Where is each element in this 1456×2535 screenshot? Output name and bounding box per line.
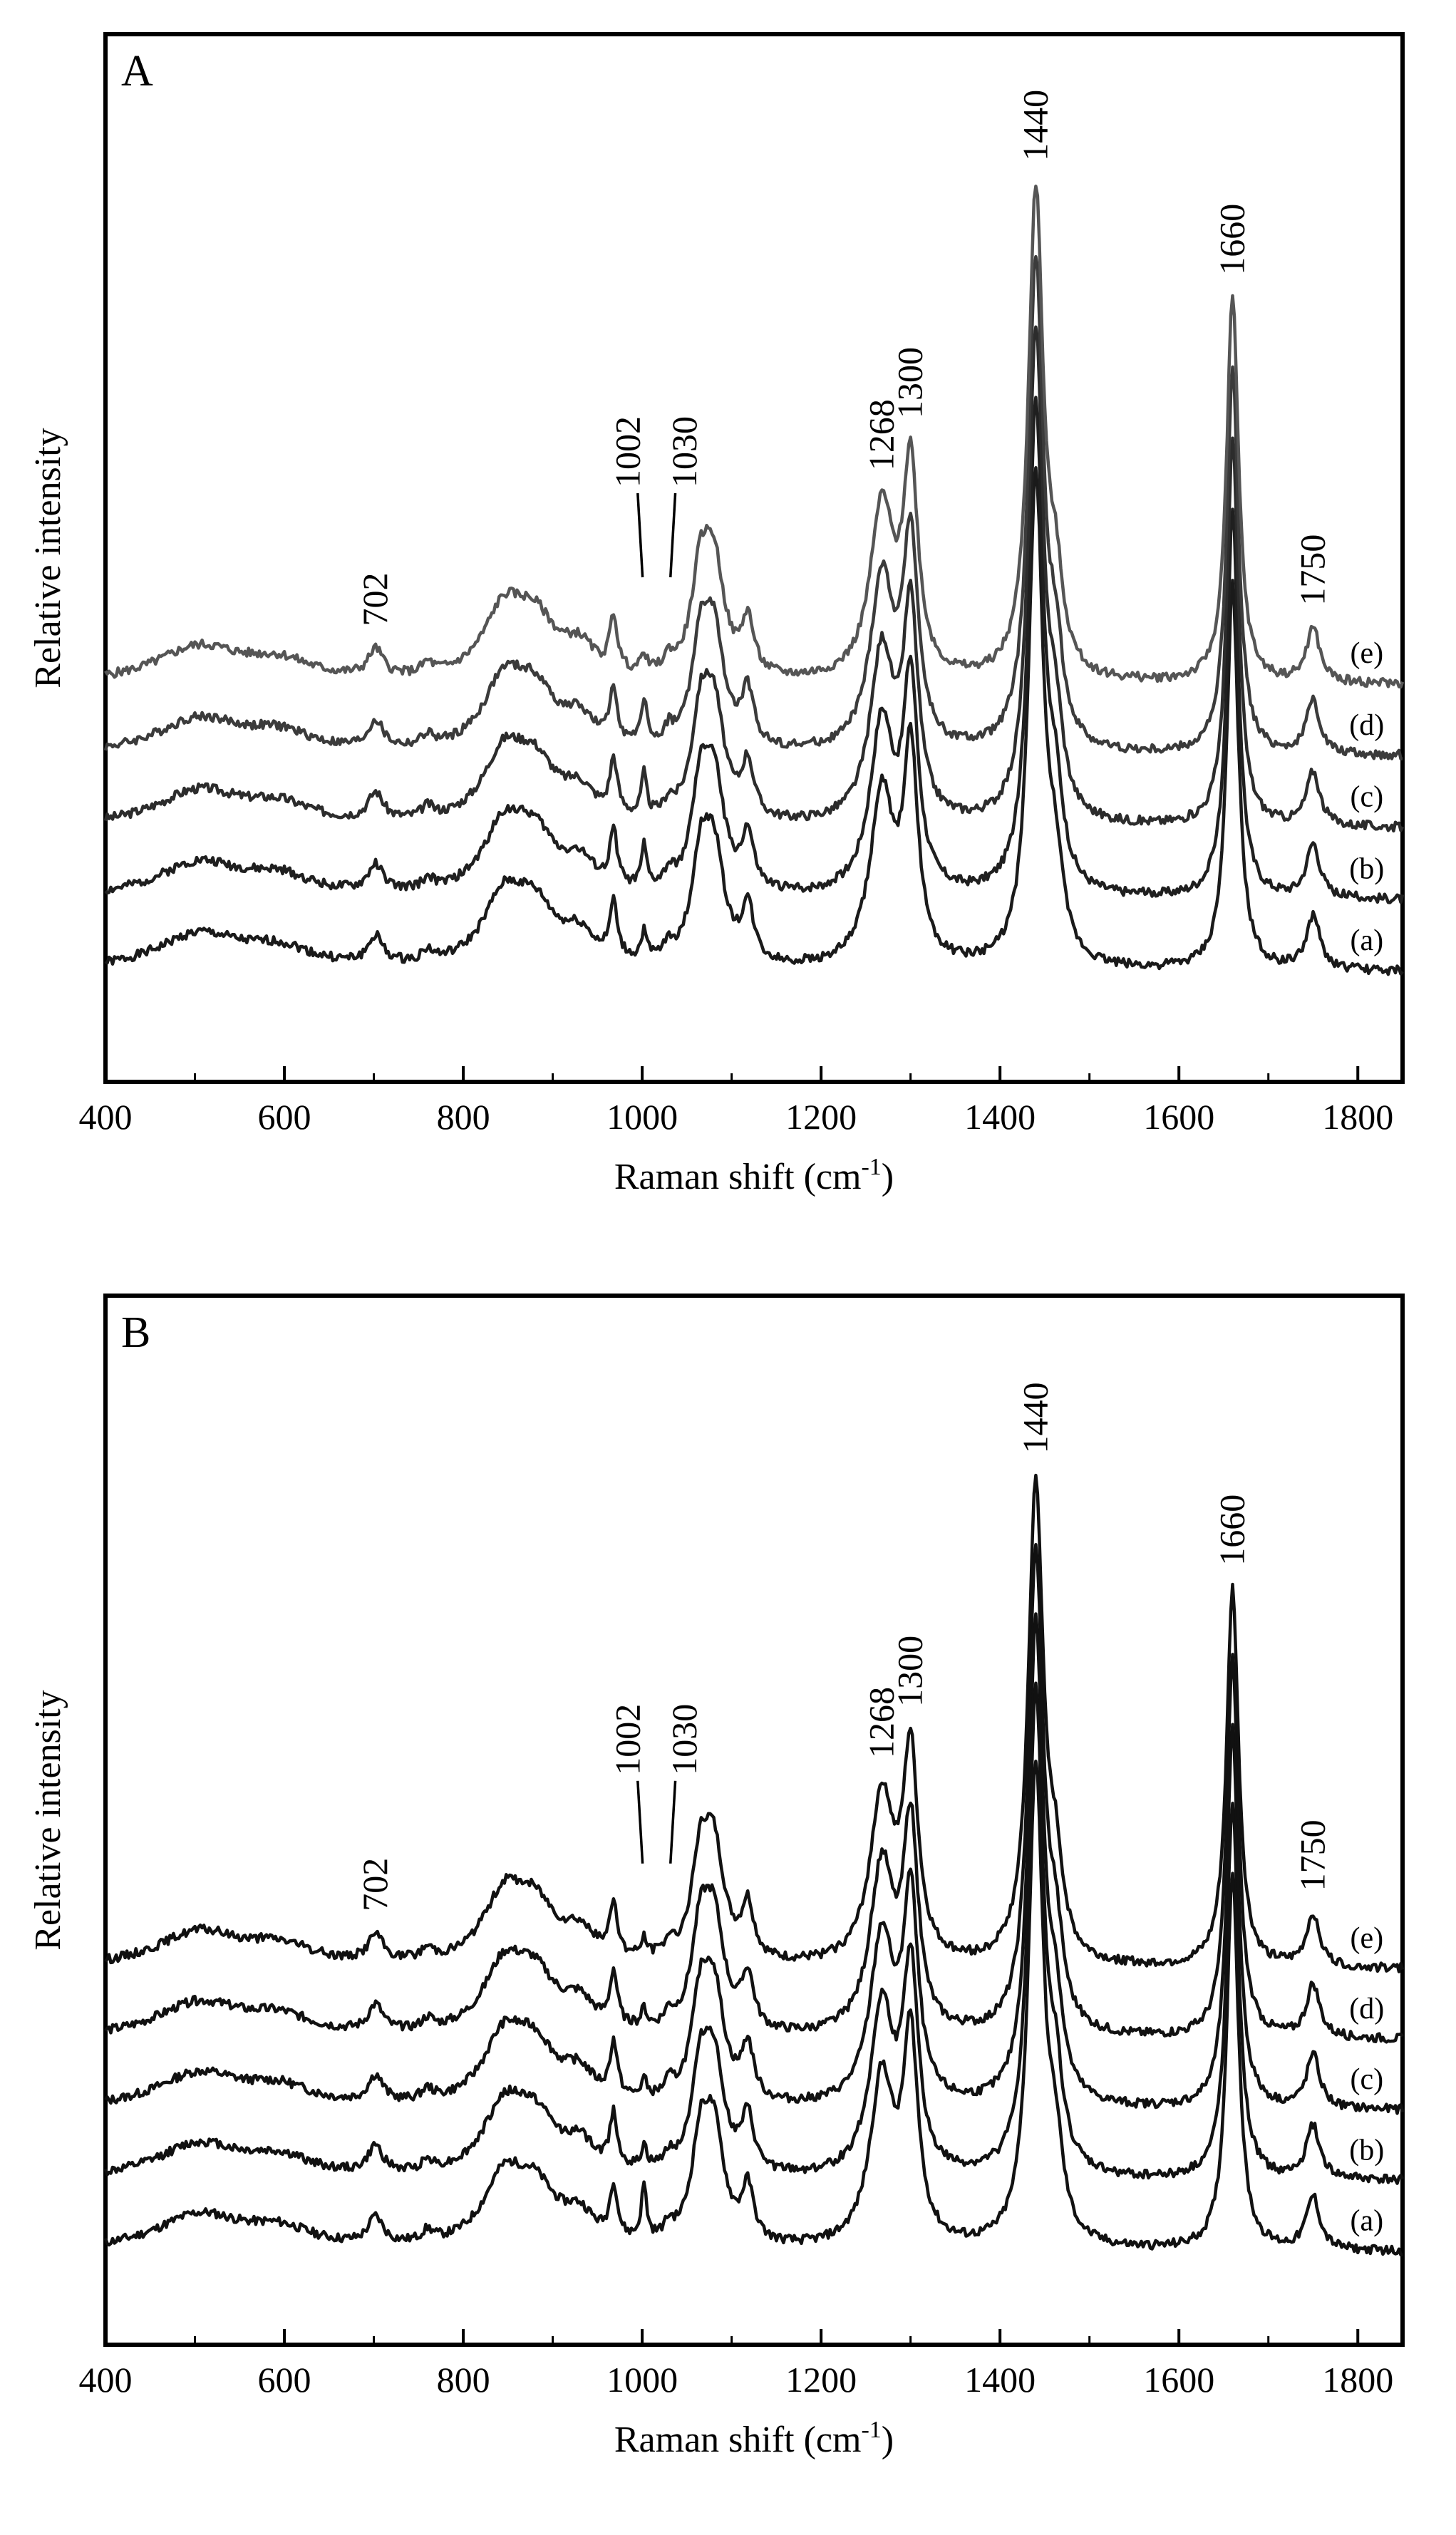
x-axis-label: Raman shift (cm-1) [614,2417,894,2460]
x-tick-label: 1400 [964,2360,1036,2400]
peak-label: 1660 [1212,204,1252,275]
spectrum-trace-1 [103,1760,1403,2257]
peak-label: 1440 [1015,90,1055,161]
trace-label: (d) [1349,709,1384,742]
spectrum-trace-5 [104,185,1405,689]
x-tick-label: 600 [258,1097,311,1137]
x-tick-label: 400 [79,2360,133,2400]
spectrum-trace-3 [103,325,1405,833]
x-tick-label: 1200 [785,1097,857,1137]
peak-label: 1030 [664,416,704,487]
spectrum-trace-3 [104,1612,1405,2115]
x-tick-label: 1200 [785,2360,857,2400]
peak-label: 1300 [890,347,930,418]
spectrum-trace-4 [104,1543,1404,2044]
x-tick-label: 800 [437,1097,490,1137]
peak-leader-line [636,1780,644,1864]
peak-label: 1440 [1015,1382,1055,1453]
peak-leader-line [669,492,677,578]
peak-label: 702 [355,1858,395,1911]
peak-label: 702 [355,573,395,626]
panel-label: A [121,47,153,95]
spectrum-trace-4 [103,254,1403,760]
x-tick-label: 800 [437,2360,490,2400]
spectrum-trace-1 [104,466,1404,976]
peak-label: 1750 [1292,1819,1332,1891]
trace-label: (a) [1350,2205,1383,2238]
peak-leader-line [669,1780,677,1864]
trace-label: (c) [1350,2063,1383,2096]
y-axis-label: Relative intensity [28,1690,68,1950]
x-axis-label: Raman shift (cm-1) [614,1154,894,1197]
peak-label: 1030 [664,1704,704,1775]
x-tick-label: 400 [79,1097,133,1137]
x-tick-label: 1600 [1143,1097,1214,1137]
trace-label: (e) [1350,1922,1383,1955]
trace-label: (b) [1349,852,1384,885]
x-tick-label: 1000 [606,2360,678,2400]
peak-label: 1300 [890,1636,930,1707]
peak-label: 1268 [861,399,901,470]
trace-label: (a) [1350,924,1383,957]
x-tick-label: 1800 [1322,2360,1393,2400]
x-tick-label: 1400 [964,1097,1036,1137]
spectrum-trace-2 [104,396,1405,904]
peak-label: 1002 [608,416,648,487]
peak-label: 1268 [861,1687,901,1758]
trace-label: (c) [1350,781,1383,814]
peak-label: 1750 [1292,535,1332,606]
trace-label: (b) [1349,2134,1384,2167]
panel-label: B [121,1308,150,1357]
x-tick-label: 1600 [1143,2360,1214,2400]
trace-label: (d) [1349,1993,1384,2025]
spectrum-trace-2 [103,1681,1405,2185]
panel-b: B 400 600 800 1000 1200 1400 1600 1800 Raman shif… [28,1294,1405,2460]
x-tick-label: 1000 [606,1097,678,1137]
trace-label: (e) [1350,637,1383,670]
x-tick-label: 600 [258,2360,311,2400]
plot-frame [103,1294,1405,2347]
x-tick-label: 1800 [1322,1097,1393,1137]
peak-label: 1660 [1212,1494,1252,1566]
peak-label: 1002 [608,1704,648,1775]
peak-leader-line [636,492,644,578]
plot-frame [103,32,1405,1084]
panel-a: A 400 600 800 1000 1200 1400 1600 1800 Raman shif… [28,32,1405,1197]
spectrum-trace-5 [104,1473,1405,1973]
y-axis-label: Relative intensity [28,428,68,688]
